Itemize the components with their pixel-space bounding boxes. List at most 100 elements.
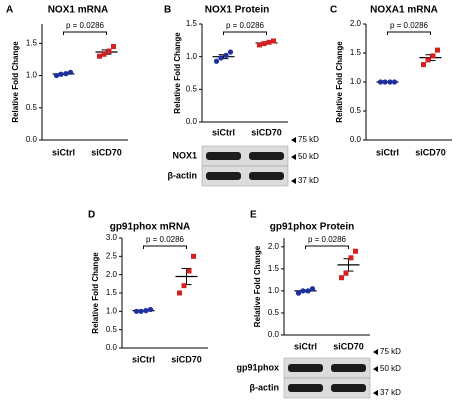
marker-arrow <box>291 154 296 160</box>
panel-letter: C <box>330 5 337 16</box>
data-point <box>305 288 311 294</box>
y-tick-label: 1.0 <box>268 286 280 295</box>
x-tick-label: siCtrl <box>132 354 155 364</box>
data-point <box>339 275 344 281</box>
data-point <box>343 270 349 276</box>
chart-title: NOX1 mRNA <box>48 5 109 16</box>
data-point <box>63 71 69 77</box>
y-axis-label: Relative Fold Change <box>11 41 20 123</box>
chart-title: gp91phox mRNA <box>110 222 191 233</box>
y-tick-label: 3.0 <box>106 233 118 242</box>
y-tick-label: 0.5 <box>186 84 198 93</box>
blot-band <box>206 172 241 180</box>
x-tick-label: siCD70 <box>171 354 202 364</box>
data-point <box>309 286 316 292</box>
y-tick-label: 1.5 <box>268 264 280 273</box>
data-point <box>348 255 354 261</box>
y-tick-label: 1.0 <box>186 52 198 61</box>
significance-bracket <box>305 245 349 249</box>
y-tick-label: 0.0 <box>106 343 118 352</box>
y-tick-label: 0.0 <box>350 135 362 144</box>
y-tick-label: 2.5 <box>106 251 118 260</box>
blot-background <box>201 165 289 187</box>
y-tick-label: 0.5 <box>268 308 280 317</box>
blot-band <box>288 364 323 372</box>
x-tick-label: siCtrl <box>376 147 399 157</box>
chart-title: gp91phox Protein <box>270 222 354 233</box>
data-point <box>177 290 182 296</box>
panel-letter: A <box>6 5 13 16</box>
data-point <box>257 42 262 48</box>
panel-letter: B <box>164 5 171 16</box>
blot-label: β-actin <box>250 382 280 392</box>
data-point <box>133 308 140 314</box>
data-point <box>111 44 116 50</box>
marker-arrow <box>373 349 378 355</box>
significance-bracket <box>143 245 187 249</box>
y-tick-label: 0.5 <box>350 106 362 115</box>
data-point <box>435 47 440 53</box>
marker-arrow <box>373 366 378 372</box>
data-point <box>181 283 187 289</box>
data-point <box>186 268 192 274</box>
y-axis-label: Relative Fold Change <box>91 252 100 334</box>
data-point <box>300 288 306 294</box>
data-point <box>138 308 144 314</box>
data-point <box>295 290 302 296</box>
data-point <box>271 38 276 44</box>
data-point <box>377 79 384 85</box>
marker-arrow <box>373 390 378 396</box>
blot-band <box>288 384 323 392</box>
y-tick-label: 2.0 <box>106 270 118 279</box>
y-tick-label: 1.5 <box>26 38 38 47</box>
data-point <box>53 72 60 79</box>
size-marker: 75 kD <box>298 135 319 144</box>
data-point <box>382 79 388 85</box>
data-point <box>353 248 358 254</box>
y-tick-label: 0.0 <box>186 117 198 126</box>
blot-band <box>331 364 366 372</box>
data-point <box>227 49 234 55</box>
data-point <box>387 79 393 85</box>
blot-label: gp91phox <box>236 362 279 372</box>
p-value: p = 0.0286 <box>390 21 429 30</box>
p-value: p = 0.0286 <box>66 21 105 30</box>
p-value: p = 0.0286 <box>308 235 347 244</box>
y-tick-label: 0.0 <box>268 330 280 339</box>
panel-letter: D <box>88 210 95 221</box>
chart-title: NOX1 Protein <box>205 5 269 16</box>
size-marker: 37 kD <box>298 176 319 185</box>
y-tick-label: 1.0 <box>350 77 362 86</box>
data-point <box>223 52 229 58</box>
blot-band <box>249 172 284 180</box>
x-tick-label: siCD70 <box>251 127 282 137</box>
y-tick-label: 1.0 <box>26 71 38 80</box>
blot-label: NOX1 <box>172 150 197 160</box>
significance-bracket <box>387 31 431 35</box>
data-point <box>425 57 431 63</box>
x-tick-label: siCtrl <box>294 341 317 351</box>
size-marker: 50 kD <box>298 152 319 161</box>
data-point <box>67 69 74 75</box>
data-point <box>58 71 64 77</box>
significance-bracket <box>63 31 107 35</box>
y-tick-label: 2.0 <box>350 19 362 28</box>
p-value: p = 0.0286 <box>146 235 185 244</box>
data-point <box>97 53 102 59</box>
data-point <box>101 51 107 57</box>
y-tick-label: 1.0 <box>106 306 118 315</box>
data-point <box>261 41 267 47</box>
data-point <box>213 58 220 64</box>
blot-band <box>331 384 366 392</box>
data-point <box>191 253 196 259</box>
size-marker: 50 kD <box>380 364 401 373</box>
y-axis-label: Relative Fold Change <box>173 32 182 114</box>
size-marker: 37 kD <box>380 388 401 397</box>
y-tick-label: 0.5 <box>26 103 38 112</box>
significance-bracket <box>223 31 267 35</box>
data-point <box>430 53 436 59</box>
data-point <box>147 306 154 313</box>
data-point <box>143 308 149 314</box>
y-axis-label: Relative Fold Change <box>253 245 262 327</box>
